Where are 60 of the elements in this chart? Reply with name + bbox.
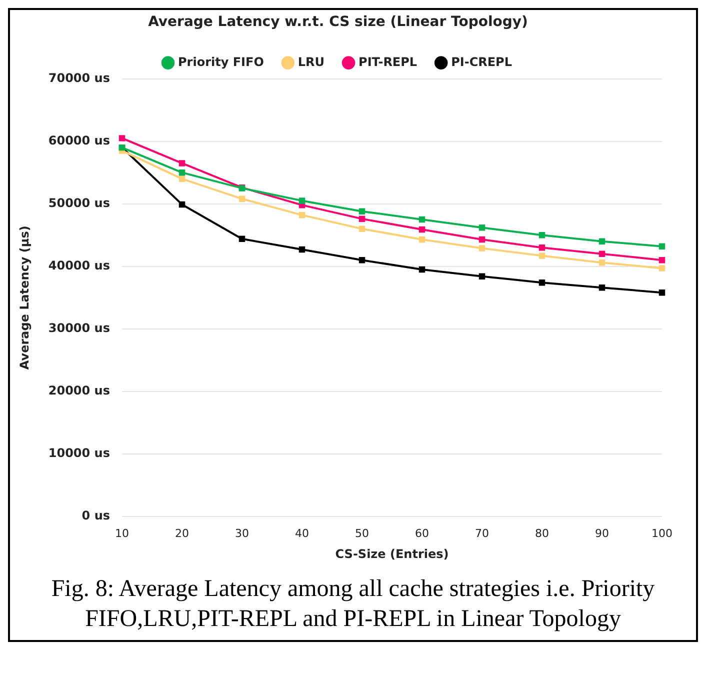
x-tick-label: 80	[535, 526, 550, 540]
point	[658, 265, 666, 272]
point	[418, 226, 426, 233]
point	[658, 289, 666, 296]
point	[598, 259, 606, 266]
x-tick-label: 90	[595, 526, 609, 540]
point	[478, 236, 486, 243]
point	[358, 226, 366, 232]
point	[178, 176, 186, 182]
x-axis-title: CS-Size (Entries)	[335, 546, 449, 561]
point	[118, 135, 126, 142]
x-tick-label: 10	[115, 526, 130, 540]
x-tick-label: 20	[175, 526, 190, 540]
point	[418, 236, 426, 243]
point	[598, 284, 606, 291]
x-tick-label: 30	[235, 526, 250, 540]
point	[298, 198, 306, 204]
legend-label: Priority FIFO	[178, 54, 264, 69]
point	[418, 216, 426, 223]
point	[358, 256, 366, 264]
y-tick-label: 50000 us	[48, 196, 110, 210]
x-tick-label: 40	[295, 526, 310, 540]
caption: Fig. 8: Average Latency among all cache strategies i.e. Priority FIFO,LRU,PIT-REPL and PI-REPL in Linear Topology	[50, 575, 656, 634]
x-tick-label: 70	[475, 526, 490, 540]
point	[538, 252, 546, 259]
legend-label: LRU	[298, 54, 325, 69]
point	[598, 250, 606, 257]
x-tick-label: 50	[355, 526, 370, 540]
point	[418, 266, 426, 273]
point	[478, 273, 486, 280]
y-axis-title: Average Latency (µs)	[17, 226, 32, 370]
point	[658, 243, 666, 250]
x-tick-label: 60	[415, 526, 430, 540]
point	[538, 232, 546, 238]
point	[478, 245, 486, 252]
point	[358, 216, 366, 222]
point	[238, 236, 246, 242]
point	[658, 256, 666, 264]
point	[178, 160, 186, 166]
point	[298, 212, 306, 218]
y-tick-label: 40000 us	[48, 258, 110, 272]
legend-label: PI-CREPL	[451, 54, 512, 69]
point	[298, 246, 306, 253]
chart-title: Average Latency w.r.t. CS size (Linear Topology)	[148, 14, 528, 30]
point	[178, 201, 186, 208]
y-tick-label: 60000 us	[48, 133, 110, 148]
point	[538, 244, 546, 251]
y-tick-label: 10000 us	[48, 446, 110, 460]
y-tick-label: 0 us	[82, 508, 110, 523]
point	[478, 224, 486, 231]
x-tick-label: 100	[652, 526, 672, 540]
point	[538, 279, 546, 286]
y-tick-label: 20000 us	[48, 383, 110, 398]
y-tick-label: 70000 us	[48, 70, 110, 85]
point	[238, 196, 246, 202]
legend-label: PIT-REPL	[358, 54, 418, 69]
point	[598, 238, 606, 244]
y-tick-label: 30000 us	[48, 320, 110, 335]
point	[358, 208, 366, 214]
point	[178, 169, 186, 176]
